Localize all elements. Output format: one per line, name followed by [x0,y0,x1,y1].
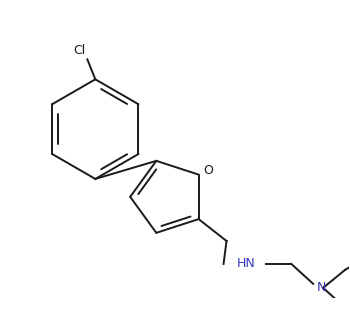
Text: Cl: Cl [73,45,85,58]
Text: N: N [317,281,327,294]
Text: O: O [204,164,214,177]
Text: HN: HN [237,257,255,270]
